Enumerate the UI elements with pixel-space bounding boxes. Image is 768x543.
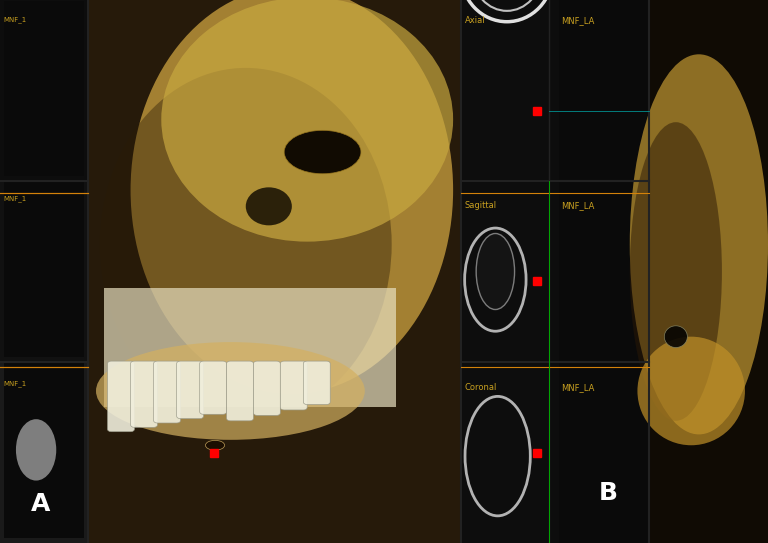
Ellipse shape [637, 337, 745, 445]
Bar [88, 0, 461, 543]
FancyBboxPatch shape [227, 361, 253, 421]
FancyBboxPatch shape [108, 361, 134, 432]
Text: MNF_LA: MNF_LA [561, 383, 594, 392]
Ellipse shape [16, 419, 56, 481]
FancyBboxPatch shape [154, 361, 180, 423]
Ellipse shape [206, 440, 224, 450]
Ellipse shape [246, 187, 292, 225]
FancyBboxPatch shape [177, 361, 204, 419]
Bar [0, 181, 88, 362]
Ellipse shape [161, 0, 453, 242]
Text: MNF_1: MNF_1 [4, 380, 27, 387]
Bar [4, 1, 84, 176]
Ellipse shape [100, 68, 392, 421]
Text: Coronal: Coronal [465, 383, 497, 392]
Ellipse shape [284, 130, 361, 174]
Bar [558, 181, 649, 362]
Bar [649, 0, 768, 543]
Ellipse shape [96, 342, 365, 440]
Text: MNF_LA: MNF_LA [561, 201, 594, 210]
Text: MNF_LA: MNF_LA [561, 16, 594, 26]
Bar [0, 362, 88, 543]
FancyBboxPatch shape [131, 361, 157, 427]
Bar [104, 288, 396, 407]
FancyBboxPatch shape [253, 361, 280, 415]
Bar [4, 181, 84, 357]
FancyBboxPatch shape [303, 361, 330, 405]
Bar [558, 362, 649, 543]
Ellipse shape [476, 233, 515, 310]
FancyBboxPatch shape [200, 361, 227, 414]
Text: Sagittal: Sagittal [465, 201, 497, 210]
Ellipse shape [630, 122, 722, 421]
Ellipse shape [131, 0, 453, 394]
Text: MNF_1: MNF_1 [4, 195, 27, 202]
Bar [461, 181, 558, 362]
Bar [461, 362, 558, 543]
Text: Axial: Axial [465, 16, 485, 26]
Bar [461, 0, 558, 181]
FancyBboxPatch shape [280, 361, 307, 410]
Ellipse shape [664, 326, 687, 348]
Bar [0, 0, 88, 181]
Bar [558, 0, 649, 181]
Text: B: B [599, 481, 618, 505]
Text: MNF_1: MNF_1 [4, 16, 27, 23]
Bar [4, 362, 84, 538]
Text: A: A [31, 492, 50, 516]
Bar [88, 0, 461, 543]
Ellipse shape [630, 54, 768, 434]
